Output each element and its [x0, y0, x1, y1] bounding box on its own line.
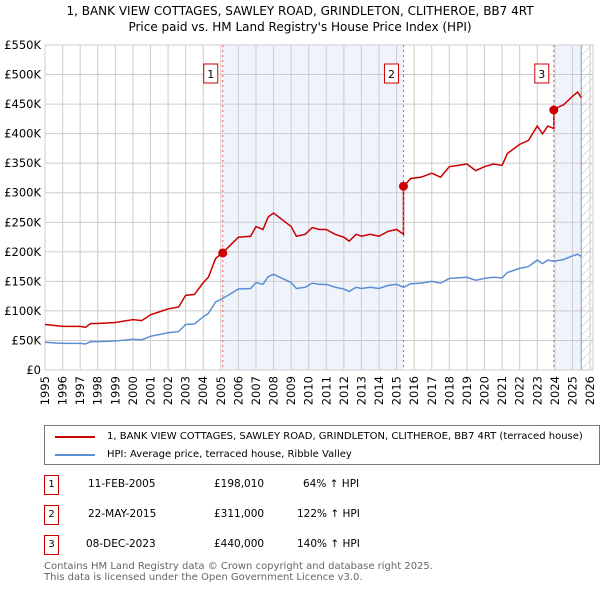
x-tick-label: 2003 [179, 376, 193, 405]
x-tick-label: 1998 [91, 376, 105, 405]
sale-row: 2 22-MAY-2015 £311,000 122% ↑ HPI [44, 505, 444, 527]
x-tick-label: 2026 [583, 376, 597, 405]
red-line-swatch [55, 435, 95, 438]
x-tick-label: 2015 [390, 376, 404, 405]
x-tick-label: 2008 [267, 376, 281, 405]
x-tick-label: 1995 [38, 376, 52, 405]
x-tick-label: 2009 [284, 376, 298, 405]
sale-number: 1 [44, 475, 59, 495]
x-tick-label: 1997 [73, 376, 87, 405]
copyright-text: Contains HM Land Registry data © Crown c… [44, 561, 433, 572]
legend-item-price: 1, BANK VIEW COTTAGES, SAWLEY ROAD, GRIN… [55, 431, 583, 442]
price-paid-line [44, 90, 582, 329]
sale-number: 3 [44, 535, 59, 555]
chart-title: 1, BANK VIEW COTTAGES, SAWLEY ROAD, GRIN… [66, 4, 534, 18]
blue-line-swatch [55, 453, 95, 456]
x-tick-label: 2021 [495, 376, 509, 405]
y-tick-label: £0 [26, 363, 41, 377]
hpi-change: 140% ↑ HPI [297, 538, 360, 550]
x-tick-label: 2019 [460, 376, 474, 405]
x-tick-label: 2018 [442, 376, 456, 405]
sale-date: 08-DEC-2023 [86, 538, 156, 550]
legend-label: 1, BANK VIEW COTTAGES, SAWLEY ROAD, GRIN… [107, 431, 583, 442]
sale-price: £440,000 [214, 538, 265, 550]
x-tick-label: 2004 [196, 376, 210, 405]
y-tick-label: £50K [12, 333, 42, 347]
x-tick-label: 2020 [478, 376, 492, 405]
y-tick-label: £150K [4, 274, 41, 288]
sale-date: 22-MAY-2015 [88, 508, 157, 520]
x-tick-label: 2010 [302, 376, 316, 405]
x-tick-label: 2024 [548, 376, 562, 405]
sale-price: £198,010 [214, 478, 265, 490]
chart-subtitle: Price paid vs. HM Land Registry's House … [128, 20, 472, 34]
shaded-period [222, 45, 404, 370]
x-tick-label: 1999 [108, 376, 122, 405]
x-tick-label: 2017 [425, 376, 439, 405]
licence-text: This data is licensed under the Open Gov… [44, 572, 363, 583]
sale-label: 1 [207, 68, 214, 81]
x-tick-label: 2001 [143, 376, 157, 405]
hpi-change: 122% ↑ HPI [297, 508, 360, 520]
sale-point [218, 248, 228, 258]
x-tick-label: 2013 [354, 376, 368, 405]
sale-row: 1 11-FEB-2005 £198,010 64% ↑ HPI [44, 475, 444, 497]
x-tick-label: 2023 [530, 376, 544, 405]
x-tick-label: 2005 [214, 376, 228, 405]
x-tick-label: 2022 [513, 376, 527, 405]
sale-row: 3 08-DEC-2023 £440,000 140% ↑ HPI [44, 535, 444, 557]
x-tick-label: 2000 [126, 376, 140, 405]
x-tick-label: 1996 [56, 376, 70, 405]
sale-price: £311,000 [214, 508, 265, 520]
legend-item-hpi: HPI: Average price, terraced house, Ribb… [55, 449, 352, 460]
sale-label: 3 [538, 68, 545, 81]
x-tick-label: 2012 [337, 376, 351, 405]
y-tick-label: £200K [4, 245, 41, 259]
x-tick-label: 2014 [372, 376, 386, 405]
y-tick-label: £550K [4, 38, 41, 52]
y-tick-label: £450K [4, 97, 41, 111]
hpi-line [44, 253, 582, 345]
x-tick-label: 2016 [407, 376, 421, 405]
price-chart: £0 £50K £100K £150K £200K £250K £300K £350K £400… [4, 38, 597, 405]
footer: Contains HM Land Registry data © Crown c… [44, 561, 433, 583]
x-tick-label: 2011 [319, 376, 333, 405]
sale-label: 2 [388, 68, 395, 81]
sale-point [398, 181, 408, 191]
y-tick-label: £400K [4, 127, 41, 141]
y-tick-label: £250K [4, 215, 41, 229]
x-tick-label: 2006 [231, 376, 245, 405]
forecast-hatch [581, 45, 593, 370]
x-tick-label: 2025 [565, 376, 579, 405]
sale-date: 11-FEB-2005 [88, 478, 156, 490]
y-tick-label: £100K [4, 304, 41, 318]
y-tick-label: £500K [4, 68, 41, 82]
sale-label-box [383, 63, 399, 84]
y-tick-label: £300K [4, 186, 41, 200]
x-tick-label: 2002 [161, 376, 175, 405]
y-tick-label: £350K [4, 156, 41, 170]
sale-point [549, 105, 559, 115]
shaded-period [553, 45, 582, 370]
plot-border [44, 44, 594, 371]
sale-label-box [203, 63, 219, 84]
sale-number: 2 [44, 505, 59, 525]
legend: 1, BANK VIEW COTTAGES, SAWLEY ROAD, GRIN… [44, 425, 600, 465]
legend-label: HPI: Average price, terraced house, Ribb… [107, 449, 352, 460]
sale-label-box [534, 63, 550, 84]
x-tick-label: 2007 [249, 376, 263, 405]
hpi-change: 64% ↑ HPI [303, 478, 360, 490]
